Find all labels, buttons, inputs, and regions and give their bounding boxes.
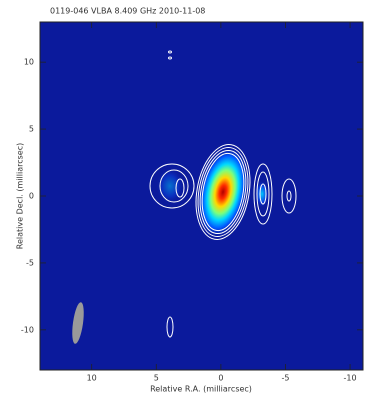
x-tick-label: 0: [218, 374, 223, 383]
y-axis-label: Relative Decl. (milliarcsec): [16, 143, 25, 249]
x-tick-label: 10: [87, 374, 97, 383]
x-tick-label: -5: [281, 374, 289, 383]
y-tick-label: 5: [29, 125, 34, 134]
y-tick-label: 10: [24, 58, 34, 67]
x-axis-label: Relative R.A. (milliarcsec): [150, 385, 252, 394]
x-tick-label: -10: [344, 374, 357, 383]
y-tick-label: -10: [21, 325, 34, 334]
chart-title: 0119-046 VLBA 8.409 GHz 2010-11-08: [50, 7, 205, 16]
y-tick-label: 0: [29, 192, 34, 201]
x-tick-label: 5: [154, 374, 159, 383]
y-tick-label: -5: [26, 258, 34, 267]
chart: 0119-046 VLBA 8.409 GHz 2010-11-08 Relat…: [0, 0, 377, 397]
